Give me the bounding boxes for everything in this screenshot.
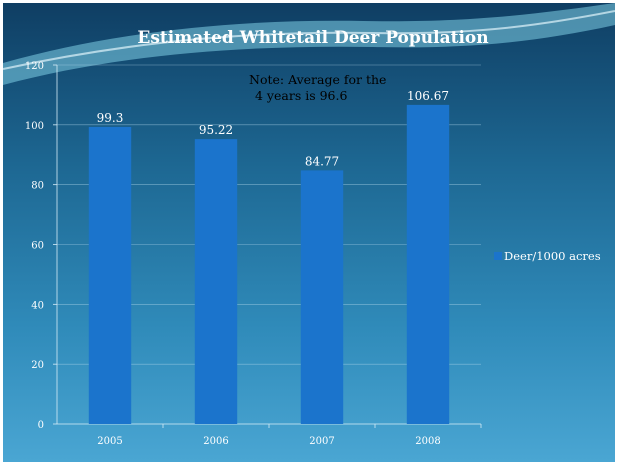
data-label-2007: 84.77 <box>305 154 339 168</box>
bar-2007 <box>300 170 344 424</box>
y-tick-label: 0 <box>38 420 44 431</box>
bar-2005 <box>88 126 132 425</box>
bar-2006 <box>194 139 238 425</box>
bars <box>88 104 450 425</box>
title-swoosh <box>3 3 615 85</box>
chart-title: Estimated Whitetail Deer Population <box>137 28 488 48</box>
slide-background: Estimated Whitetail Deer Population 0 20 4… <box>3 3 615 462</box>
data-label-2005: 99.3 <box>97 111 124 125</box>
legend-label: Deer/1000 acres <box>504 249 601 263</box>
y-tick-label: 40 <box>31 300 44 311</box>
bar-chart: Estimated Whitetail Deer Population 0 20 4… <box>3 3 615 447</box>
title-swoosh-highlight <box>3 10 615 70</box>
y-tick-label: 20 <box>31 360 44 371</box>
x-tick-label-2006: 2006 <box>203 436 228 447</box>
y-tick-label: 60 <box>31 241 44 252</box>
y-tick-label: 120 <box>25 61 44 72</box>
data-label-2008: 106.67 <box>407 89 449 103</box>
y-tick-label: 100 <box>25 121 44 132</box>
x-tick-label-2005: 2005 <box>97 436 122 447</box>
data-label-2006: 95.22 <box>199 123 233 137</box>
legend-swatch <box>494 252 502 260</box>
y-tick-label: 80 <box>31 181 44 192</box>
note-line-1: Note: Average for the <box>249 72 386 87</box>
x-tick-label-2007: 2007 <box>309 436 334 447</box>
data-labels: 99.3 95.22 84.77 106.67 <box>97 89 449 169</box>
bar-2008 <box>406 104 450 425</box>
note-line-2: 4 years is 96.6 <box>255 88 347 103</box>
x-tick-label-2008: 2008 <box>415 436 440 447</box>
